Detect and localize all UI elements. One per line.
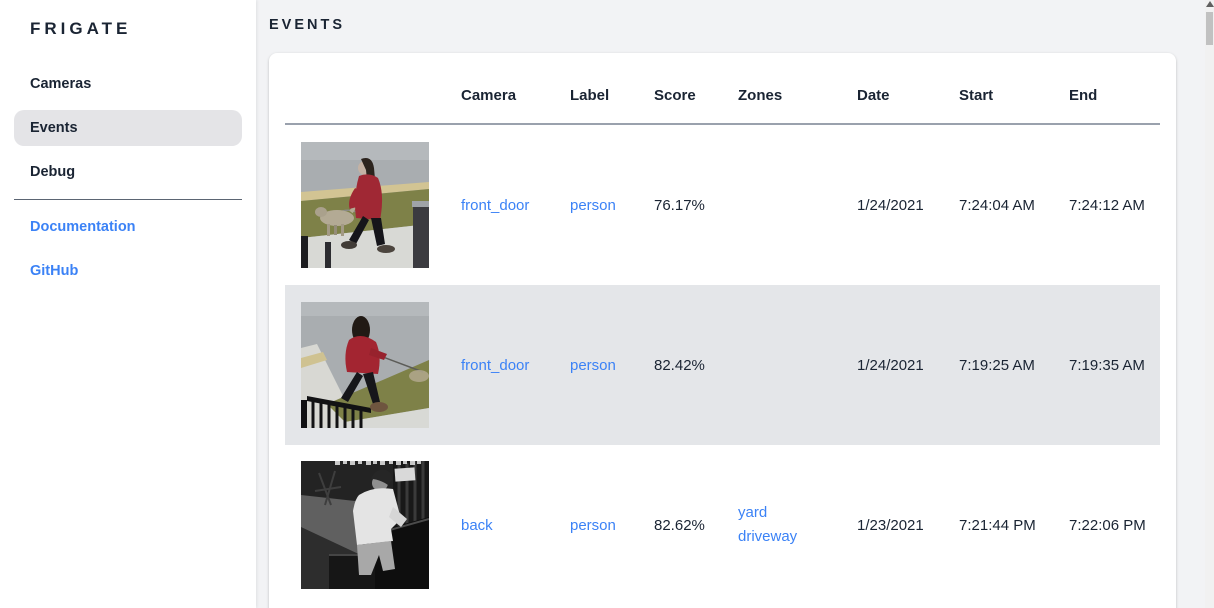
column-header-date: Date	[857, 86, 890, 104]
column-header-zones: Zones	[738, 86, 783, 104]
sidebar-nav: Cameras Events Debug Documentation GitHu…	[0, 66, 256, 289]
sidebar-item-debug[interactable]: Debug	[30, 164, 76, 180]
sidebar-divider	[14, 199, 242, 200]
zone-link[interactable]: yard	[738, 504, 768, 521]
column-header-camera: Camera	[461, 86, 517, 104]
timestamp-overlay	[335, 461, 421, 465]
events-table-card: Camera Label Score Zones Date Start End	[269, 53, 1176, 608]
scrollbar-thumb[interactable]	[1206, 12, 1213, 45]
camera-link[interactable]: front_door	[461, 196, 530, 214]
label-link[interactable]: person	[570, 356, 616, 374]
date-value: 1/23/2021	[857, 516, 924, 534]
sidebar-link-github[interactable]: GitHub	[30, 263, 79, 279]
zones-cell: yard driveway	[738, 501, 857, 549]
sidebar-link-documentation[interactable]: Documentation	[30, 219, 136, 235]
scrollbar[interactable]	[1205, 0, 1214, 608]
score-value: 82.62%	[654, 516, 705, 534]
sidebar-item-events[interactable]: Events	[14, 110, 242, 146]
score-value: 82.42%	[654, 356, 705, 374]
label-link[interactable]: person	[570, 196, 616, 214]
camera-link[interactable]: back	[461, 516, 493, 534]
event-thumbnail[interactable]	[301, 302, 429, 428]
table-row[interactable]: front_door person 82.42% 1/24/2021 7:19:…	[285, 285, 1160, 445]
sidebar: FRIGATE Cameras Events Debug Documentati…	[0, 0, 256, 608]
event-thumbnail-cell	[285, 142, 461, 268]
camera-link[interactable]: front_door	[461, 356, 530, 374]
event-thumbnail-cell	[285, 461, 461, 589]
table-row[interactable]: back person 82.62% yard driveway 1/23/20…	[285, 445, 1160, 605]
start-value: 7:19:25 AM	[959, 356, 1035, 374]
event-thumbnail[interactable]	[301, 461, 429, 589]
table-header-row: Camera Label Score Zones Date Start End	[285, 53, 1160, 125]
score-value: 76.17%	[654, 196, 705, 214]
end-value: 7:24:12 AM	[1069, 196, 1145, 214]
end-value: 7:19:35 AM	[1069, 356, 1145, 374]
start-value: 7:21:44 PM	[959, 516, 1036, 534]
column-header-label: Label	[570, 86, 610, 104]
event-thumbnail[interactable]	[301, 142, 429, 268]
start-value: 7:24:04 AM	[959, 196, 1035, 214]
sidebar-item-cameras[interactable]: Cameras	[30, 76, 92, 92]
scroll-up-icon[interactable]	[1206, 1, 1214, 7]
app-logo: FRIGATE	[30, 19, 132, 38]
date-value: 1/24/2021	[857, 196, 924, 214]
page-title: EVENTS	[269, 17, 346, 33]
end-value: 7:22:06 PM	[1069, 516, 1146, 534]
column-header-end: End	[1069, 86, 1098, 104]
date-value: 1/24/2021	[857, 356, 924, 374]
table-row[interactable]: front_door person 76.17% 1/24/2021 7:24:…	[285, 125, 1160, 285]
label-link[interactable]: person	[570, 516, 616, 534]
event-thumbnail-cell	[285, 302, 461, 428]
column-header-score: Score	[654, 86, 696, 104]
zone-link[interactable]: driveway	[738, 528, 798, 545]
column-header-start: Start	[959, 86, 994, 104]
